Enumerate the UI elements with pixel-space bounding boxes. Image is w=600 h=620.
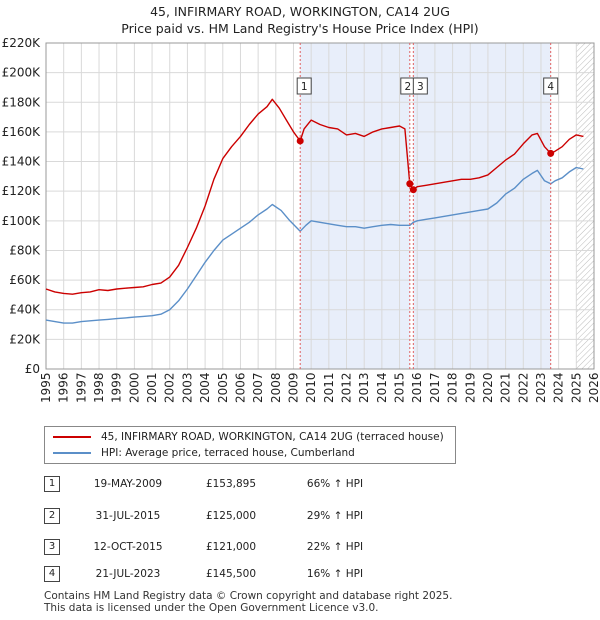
- x-tick-label: 2023: [534, 372, 548, 403]
- table-row: 4 21-JUL-2023 £145,500 16% ↑ HPI: [0, 566, 600, 586]
- x-tick-label: 2004: [198, 372, 212, 403]
- sale-date: 19-MAY-2009: [93, 478, 163, 490]
- y-tick-label: £140K: [2, 155, 42, 169]
- footer-attribution: Contains HM Land Registry data © Crown c…: [44, 590, 452, 614]
- legend-swatch-hpi: [53, 452, 91, 454]
- x-tick-label: 2015: [393, 372, 407, 403]
- x-tick-label: 1998: [92, 372, 106, 403]
- table-row: 2 31-JUL-2015 £125,000 29% ↑ HPI: [0, 508, 600, 528]
- x-tick-label: 2009: [286, 372, 300, 403]
- x-tick-label: 2000: [127, 372, 141, 403]
- sale-number-badge: 2: [44, 508, 60, 524]
- x-tick-label: 2006: [233, 372, 247, 403]
- y-tick-label: £200K: [2, 66, 42, 80]
- chart-subtitle: Price paid vs. HM Land Registry's House …: [121, 21, 479, 36]
- sale-date: 12-OCT-2015: [93, 541, 163, 553]
- sale-point: [296, 137, 304, 145]
- sale-number-label: 3: [417, 81, 424, 93]
- x-tick-label: 2012: [340, 372, 354, 403]
- table-row: 1 19-MAY-2009 £153,895 66% ↑ HPI: [0, 476, 600, 496]
- sale-hpi-change: 16% ↑ HPI: [306, 568, 364, 580]
- y-tick-label: £220K: [2, 36, 42, 50]
- sale-number-label: 1: [301, 81, 308, 93]
- sale-number-badge: 1: [44, 476, 60, 492]
- x-tick-label: 2011: [322, 372, 336, 403]
- sale-hpi-change: 29% ↑ HPI: [306, 510, 364, 522]
- y-tick-label: £160K: [2, 125, 42, 139]
- x-tick-label: 2001: [145, 372, 159, 403]
- x-tick-label: 2014: [375, 372, 389, 403]
- legend-label-property: 45, INFIRMARY ROAD, WORKINGTON, CA14 2UG…: [101, 431, 444, 443]
- sale-number-badge: 4: [44, 566, 60, 582]
- x-tick-label: 2008: [269, 372, 283, 403]
- x-tick-label: 2017: [428, 372, 442, 403]
- x-tick-label: 2022: [516, 372, 530, 403]
- sale-number-label: 4: [547, 81, 554, 93]
- sale-price: £153,895: [205, 478, 257, 490]
- x-tick-label: 1997: [74, 372, 88, 403]
- x-tick-label: 2026: [587, 372, 600, 403]
- sale-number-box: [543, 77, 559, 95]
- sale-price: £121,000: [205, 541, 257, 553]
- chart-legend: 45, INFIRMARY ROAD, WORKINGTON, CA14 2UG…: [44, 426, 456, 464]
- x-tick-label: 1996: [57, 372, 71, 403]
- legend-swatch-property: [53, 436, 91, 438]
- legend-label-hpi: HPI: Average price, terraced house, Cumb…: [101, 447, 355, 459]
- y-tick-label: £60K: [9, 273, 41, 287]
- sale-hpi-change: 66% ↑ HPI: [306, 478, 364, 490]
- x-tick-label: 2024: [552, 372, 566, 403]
- y-tick-label: £80K: [9, 243, 41, 257]
- x-tick-label: 2018: [446, 372, 460, 403]
- sale-point: [406, 180, 414, 188]
- sale-number-box: [296, 77, 312, 95]
- price-chart: £0 £20K £40K £60K £80K £100K £120K £140K £160K £1…: [2, 36, 600, 403]
- sale-hpi-change: 22% ↑ HPI: [306, 541, 364, 553]
- x-tick-label: 2025: [569, 372, 583, 403]
- y-tick-label: £20K: [9, 332, 41, 346]
- y-tick-label: £120K: [2, 184, 42, 198]
- sale-price: £145,500: [205, 568, 257, 580]
- y-tick-label: £100K: [2, 214, 42, 228]
- legend-item-hpi: HPI: Average price, terraced house, Cumb…: [53, 445, 355, 461]
- x-tick-label: 2007: [251, 372, 265, 403]
- x-tick-label: 2021: [499, 372, 513, 403]
- sale-number-badge: 3: [44, 539, 60, 555]
- y-tick-label: £0: [25, 362, 40, 376]
- legend-item-property: 45, INFIRMARY ROAD, WORKINGTON, CA14 2UG…: [53, 429, 444, 445]
- sale-number-box: [412, 77, 428, 95]
- x-tick-label: 2013: [357, 372, 371, 403]
- x-tick-label: 1995: [39, 372, 53, 403]
- hpi-line: [45, 166, 584, 324]
- x-tick-label: 1999: [110, 372, 124, 403]
- ownership-shade: [413, 43, 551, 369]
- sale-point: [409, 186, 417, 194]
- x-tick-label: 2016: [410, 372, 424, 403]
- property-price-line: [45, 98, 584, 295]
- footer-licence: This data is licensed under the Open Gov…: [44, 602, 379, 614]
- x-tick-label: 2020: [481, 372, 495, 403]
- sale-price: £125,000: [205, 510, 257, 522]
- ownership-shade: [300, 43, 410, 369]
- footer-copyright: Contains HM Land Registry data © Crown c…: [44, 590, 453, 602]
- x-tick-label: 2019: [463, 372, 477, 403]
- sale-date: 31-JUL-2015: [95, 510, 161, 522]
- chart-title: 45, INFIRMARY ROAD, WORKINGTON, CA14 2UG: [150, 4, 450, 19]
- table-row: 3 12-OCT-2015 £121,000 22% ↑ HPI: [0, 539, 600, 559]
- y-tick-label: £180K: [2, 95, 42, 109]
- plot-frame: [45, 42, 595, 370]
- x-tick-label: 2005: [216, 372, 230, 403]
- x-tick-label: 2003: [180, 372, 194, 403]
- sale-date: 21-JUL-2023: [95, 568, 161, 580]
- sale-point: [547, 149, 555, 157]
- x-tick-label: 2010: [304, 372, 318, 403]
- forecast-hatch: [576, 43, 594, 369]
- sale-number-label: 2: [404, 81, 411, 93]
- x-tick-label: 2002: [163, 372, 177, 403]
- y-tick-label: £40K: [9, 303, 41, 317]
